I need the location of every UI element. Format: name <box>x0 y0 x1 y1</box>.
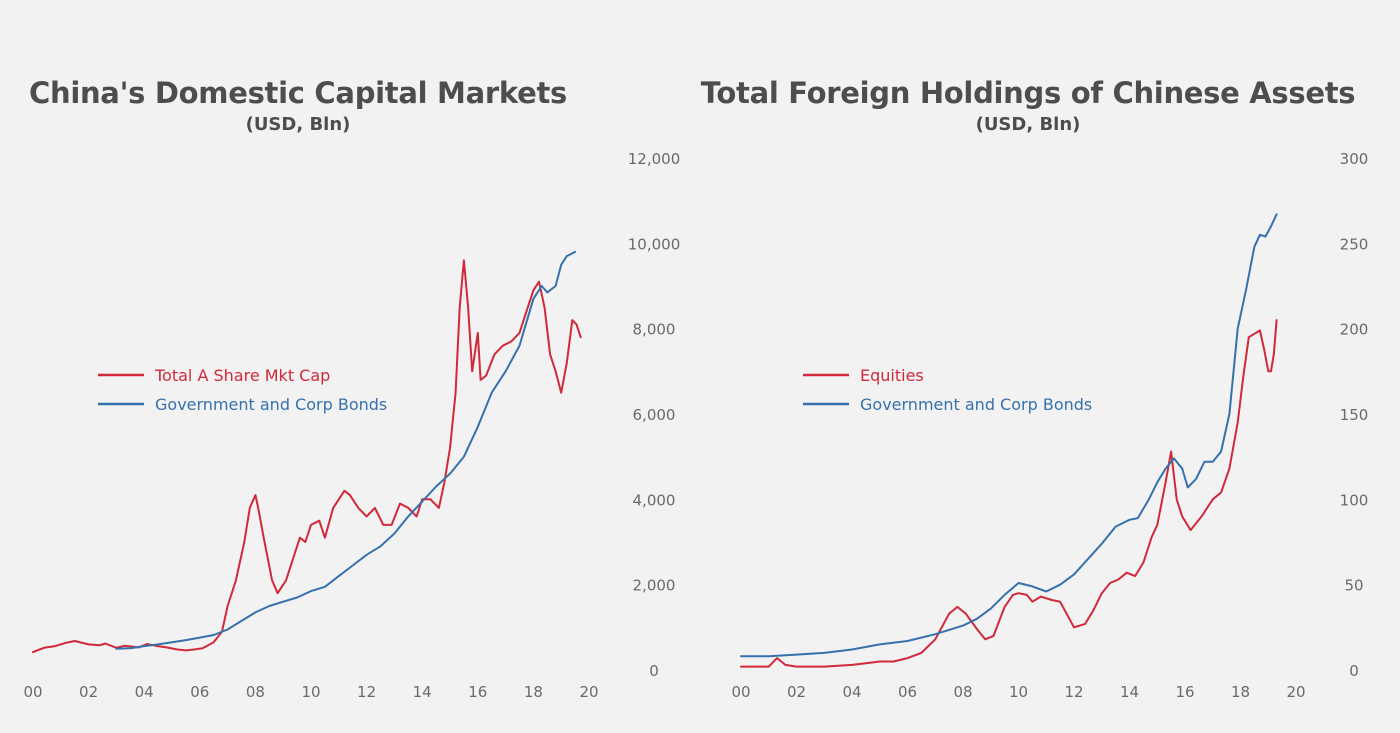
series-line-blue <box>115 250 577 650</box>
x-tick-label: 18 <box>1231 683 1250 701</box>
right-chart-panel: Total Foreign Holdings of Chinese Assets… <box>700 0 1400 733</box>
y-tick-label: 0 <box>649 662 659 680</box>
domestic-markets-chart: 00 02 04 06 08 10 12 14 16 18 20 0 2,000 4,000 6,000 8,… <box>23 150 681 701</box>
y-tick-label: 50 <box>1344 577 1363 595</box>
y-tick-label: 300 <box>1340 150 1369 168</box>
x-tick-label: 06 <box>898 683 917 701</box>
chart-title: China's Domestic Capital Markets <box>28 76 567 110</box>
x-tick-label: 20 <box>579 683 598 701</box>
chart-title: Total Foreign Holdings of Chinese Assets <box>700 76 1356 110</box>
y-tick-label: 250 <box>1340 235 1369 253</box>
x-tick-label: 00 <box>731 683 750 701</box>
y-tick-label: 12,000 <box>628 150 681 168</box>
x-tick-label: 08 <box>953 683 972 701</box>
y-tick-label: 10,000 <box>628 235 681 253</box>
y-tick-label: 4,000 <box>633 491 676 509</box>
chart-subtitle: (USD, Bln) <box>245 114 351 135</box>
y-tick-label: 200 <box>1340 321 1369 339</box>
legend-label: Government and Corp Bonds <box>155 395 387 414</box>
y-tick-label: 100 <box>1340 491 1369 509</box>
x-tick-label: 14 <box>1120 683 1139 701</box>
legend-label: Government and Corp Bonds <box>860 395 1092 414</box>
legend-label: Total A Share Mkt Cap <box>154 366 330 385</box>
x-tick-label: 10 <box>1009 683 1028 701</box>
x-tick-label: 04 <box>135 683 154 701</box>
series-line-red <box>740 319 1278 668</box>
x-tick-label: 06 <box>190 683 209 701</box>
legend-label: Equities <box>860 366 924 385</box>
x-tick-label: 16 <box>1175 683 1194 701</box>
x-tick-label: 10 <box>301 683 320 701</box>
x-tick-label: 02 <box>787 683 806 701</box>
x-tick-label: 12 <box>357 683 376 701</box>
x-tick-label: 04 <box>842 683 861 701</box>
y-tick-label: 0 <box>1349 662 1359 680</box>
chart-subtitle: (USD, Bln) <box>975 114 1081 135</box>
x-tick-label: 18 <box>524 683 543 701</box>
y-tick-label: 150 <box>1340 406 1369 424</box>
left-chart-panel: China's Domestic Capital Markets (USD, B… <box>23 76 681 701</box>
foreign-holdings-chart: 00 02 04 06 08 10 12 14 16 18 20050100150200250300… <box>731 150 1369 701</box>
x-tick-label: 08 <box>246 683 265 701</box>
y-tick-label: 2,000 <box>633 577 676 595</box>
x-tick-label: 16 <box>468 683 487 701</box>
x-tick-label: 20 <box>1286 683 1305 701</box>
x-tick-label: 12 <box>1064 683 1083 701</box>
x-tick-label: 14 <box>413 683 432 701</box>
y-tick-label: 6,000 <box>633 406 676 424</box>
series-line-blue <box>740 213 1278 658</box>
x-tick-label: 00 <box>23 683 42 701</box>
series-line-red <box>32 259 582 654</box>
x-tick-label: 02 <box>79 683 98 701</box>
y-tick-label: 8,000 <box>633 321 676 339</box>
